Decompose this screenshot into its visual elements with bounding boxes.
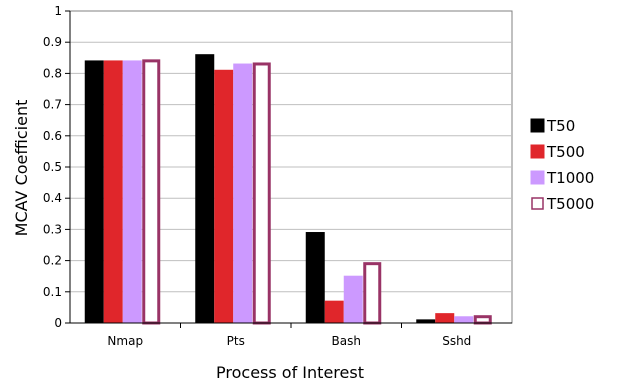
y-tick-labels: 0 0.1 0.2 0.3 0.4 0.5 0.6 0.7 0.8 0.9 1 [43,4,62,330]
bar-t50-bash [305,232,325,324]
bar-t50-pts [195,54,215,324]
x-tick-label: Sshd [442,334,471,348]
y-tick-label: 0.9 [43,35,62,49]
x-tick-labels: Nmap Pts Bash Sshd [107,334,471,348]
y-tick-label: 0.6 [43,129,62,143]
bar-t1000-bash [343,275,363,324]
x-tick-label: Nmap [107,334,143,348]
legend-swatch-t5000 [531,197,544,210]
legend-swatch-t500 [530,144,545,159]
bar-t1000-nmap [122,60,142,324]
y-axis-title: MCAV Coefficient [12,100,31,237]
bar-t5000-bash [363,262,382,325]
bar-t500-nmap [103,60,123,324]
x-tick-label: Bash [332,334,361,348]
bar-t1000-sshd [454,316,474,324]
y-tick-label: 0.8 [43,66,62,80]
legend-label-t1000: T1000 [546,169,594,187]
y-tick-label: 0.2 [43,254,62,268]
legend-swatch-t50 [530,118,545,133]
legend-label-t5000: T5000 [546,195,594,213]
y-tick-label: 0.5 [43,160,62,174]
legend-label-t50: T50 [546,117,575,135]
axes [65,10,512,328]
legend-swatch-t1000 [530,170,545,185]
bar-t1000-pts [233,63,253,324]
y-tick-label: 0 [54,316,62,330]
legend: T50 T500 T1000 T5000 [530,117,594,213]
bar-t5000-pts [252,62,271,325]
y-tick-label: 1 [54,4,62,18]
bar-t50-nmap [84,60,104,324]
bar-t5000-nmap [142,59,161,325]
legend-label-t500: T500 [546,143,585,161]
bar-t500-bash [324,300,344,324]
bar-t500-pts [214,69,234,324]
x-tick-label: Pts [227,334,245,348]
bar-t5000-sshd [473,315,492,325]
x-axis-title: Process of Interest [216,363,364,382]
y-tick-label: 0.3 [43,222,62,236]
y-tick-label: 0.7 [43,98,62,112]
bars [84,54,492,325]
y-tick-label: 0.4 [43,191,62,205]
bar-t500-sshd [435,313,455,324]
y-tick-label: 0.1 [43,285,62,299]
